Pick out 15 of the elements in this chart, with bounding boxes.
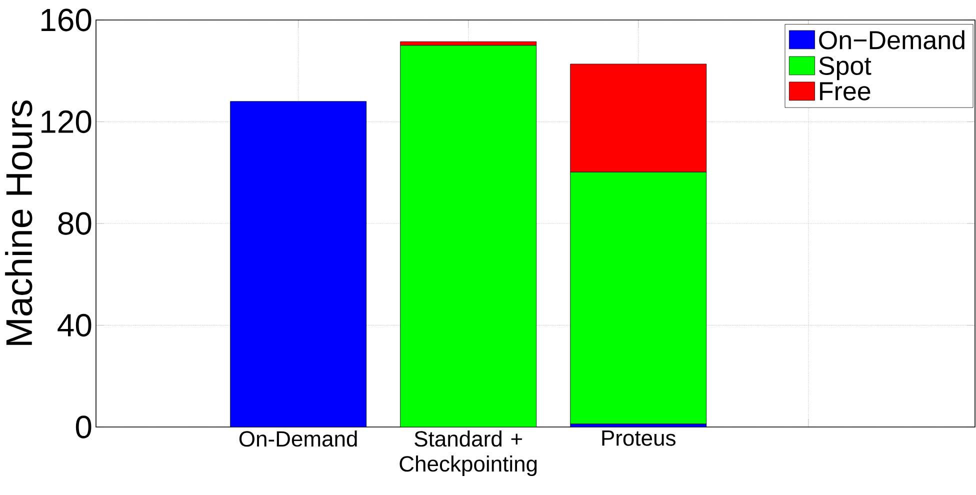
legend-label: On−Demand [819, 30, 964, 50]
x-tick-label: On-Demand [239, 430, 357, 447]
x-tick-label: Proteus [602, 430, 676, 446]
y-tick-label: 80 [58, 212, 92, 235]
y-tick-label: 160 [42, 8, 92, 32]
y-tick-label: 120 [42, 110, 92, 134]
bar [400, 45, 537, 427]
y-axis-title: Machine Hours [5, 100, 32, 345]
legend-label: Spot [819, 56, 872, 80]
bar [570, 172, 707, 424]
legend-label: Free [820, 82, 870, 100]
y-tick-label: 0 [76, 416, 92, 438]
y-tick-label: 40 [58, 314, 92, 337]
bar [230, 101, 367, 427]
x-tick-label: Standard + Checkpointing [400, 430, 537, 476]
